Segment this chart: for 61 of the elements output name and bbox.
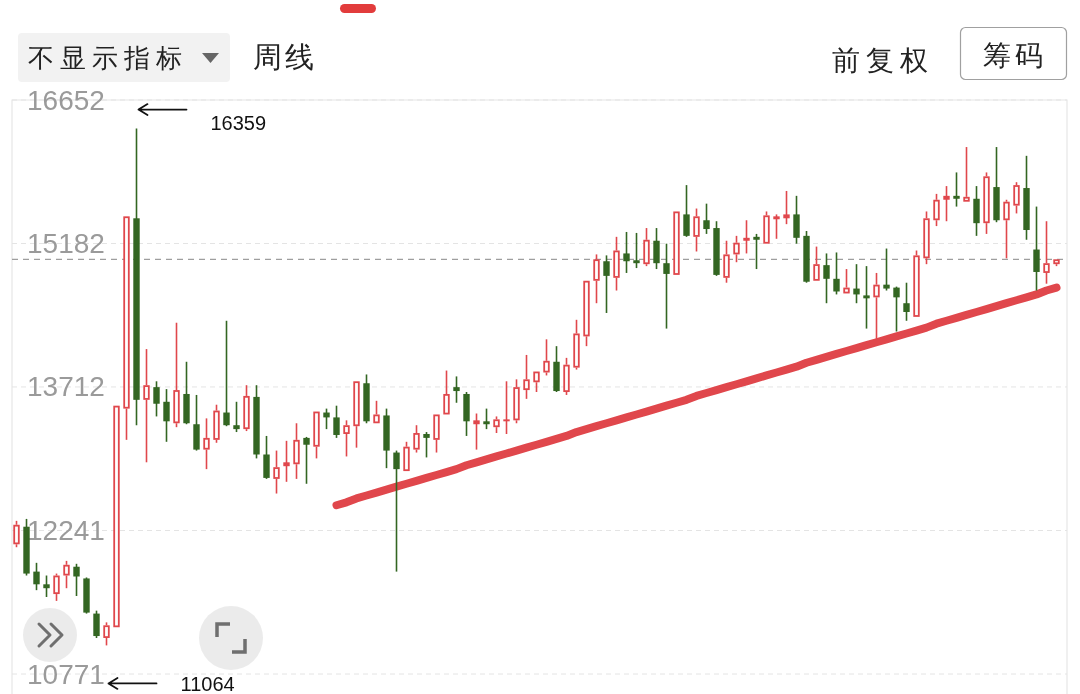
candlestick [143,348,150,464]
candlestick [393,449,400,573]
button: 筹码 [959,26,1068,81]
candlestick [33,562,40,591]
candlestick [853,263,860,305]
candlestick [633,232,640,269]
text: 周线 [253,40,317,74]
y-tick-label: 15182 [27,227,105,259]
candlestick [743,219,750,255]
candlestick [353,381,360,449]
candlestick [283,440,290,483]
candlestick [783,190,790,225]
candlestick [263,435,270,480]
candlestick [943,185,950,223]
candlestick [423,431,430,459]
candlestick [73,563,80,597]
candlestick [333,404,340,439]
candlestick [703,202,710,235]
candlestick [863,265,870,330]
candlestick [223,319,230,427]
y-tick-label: 16652 [27,84,105,116]
candlestick [603,254,610,314]
candlestick [663,242,670,330]
candlestick [823,252,830,305]
candlestick [753,233,760,270]
candlestick [203,417,210,470]
candlestick [503,380,510,435]
candlestick [623,231,630,274]
candlestick [233,400,240,433]
candlestick [453,375,460,404]
candlestick [303,436,310,485]
candlestick [843,268,850,294]
candlestick [323,407,330,430]
y-tick-label: 12241 [27,515,105,547]
candlestick [673,211,680,275]
candlestick [773,213,780,240]
candlestick [1033,205,1040,292]
candlestick [833,251,840,296]
candlestick [123,216,130,441]
text: 前复权 [832,43,934,77]
candlestick [893,285,900,333]
candlestick [113,405,120,628]
candlestick [43,574,50,598]
candlestick [883,247,890,292]
candlestick [163,388,170,443]
annotation: 16359 [210,111,267,134]
candlestick [953,171,960,208]
candlestick [963,146,970,202]
candlestick [683,184,690,238]
dropdown: 不显示指标 [18,33,230,82]
candlestick [793,195,800,245]
candlestick [153,380,160,418]
y-tick-label: 10771 [27,658,105,690]
candlestick [443,369,450,415]
candlestick [903,281,910,322]
candlestick [483,407,490,430]
candlestick [93,609,100,639]
candlestick [473,412,480,451]
candlestick [653,227,660,270]
annotation: 11064 [180,673,235,694]
y-tick-label: 13712 [27,371,105,403]
